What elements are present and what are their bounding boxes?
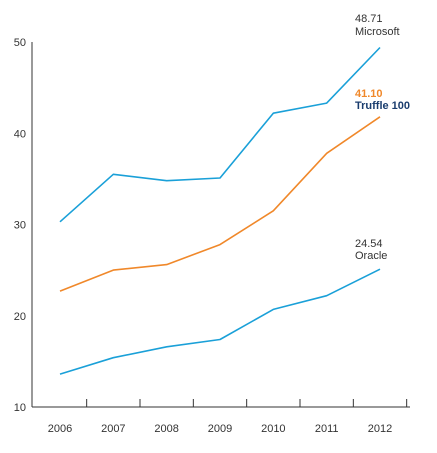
x-tick-label: 2009 [208,423,232,435]
x-tick-label: 2007 [101,423,125,435]
y-tick-label: 10 [14,402,26,414]
end-series-name-label: Oracle [355,250,387,262]
series-line-truffle-100 [59,116,381,292]
end-series-name-label: Truffle 100 [355,100,410,112]
series-lines [59,46,381,375]
y-tick-label: 20 [14,311,26,323]
series-line-microsoft [59,46,381,223]
end-value-label: 24.54 [355,238,383,250]
x-tick-label: 2006 [48,423,72,435]
x-tick-label: 2011 [315,423,339,435]
end-value-label: 41.10 [355,88,383,100]
y-tick-label: 50 [14,37,26,49]
y-tick-label: 30 [14,220,26,232]
y-tick-label: 40 [14,128,26,140]
series-line-oracle [59,268,381,375]
axes: 10 20 30 40 50 2006 2007 2008 2009 2010 2011 2012 [14,37,410,435]
x-tick-label: 2008 [154,423,178,435]
end-value-label: 48.71 [355,13,383,25]
x-tick-label: 2010 [261,423,285,435]
end-series-name-label: Microsoft [355,26,400,38]
x-tick-label: 2012 [368,423,392,435]
